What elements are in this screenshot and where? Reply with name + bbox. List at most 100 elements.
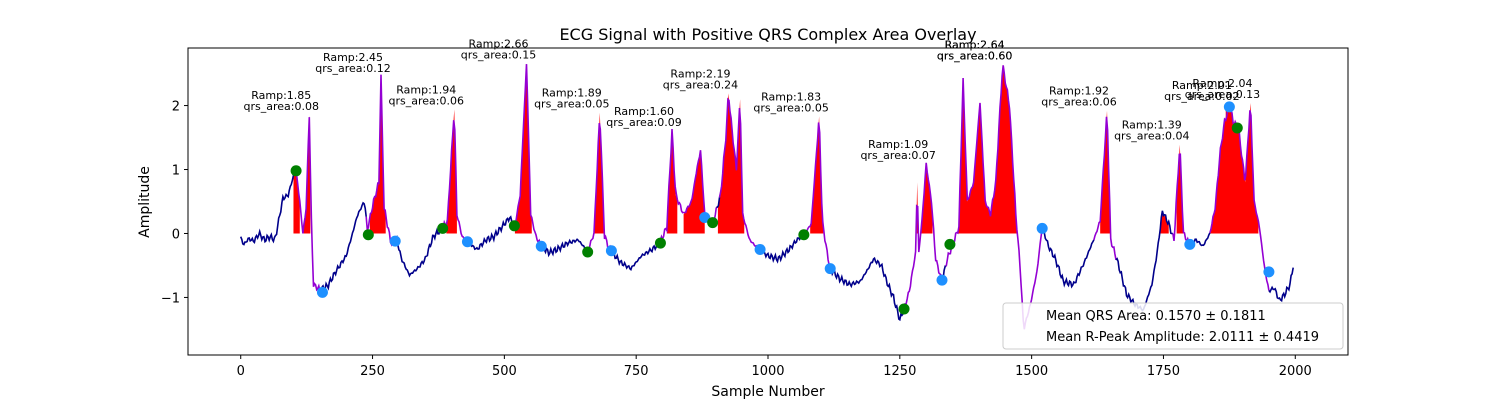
ecg-line [394, 226, 443, 278]
y-axis-ticks: −1 0 1 2 [161, 100, 188, 306]
ramp-label: Ramp:1.85 [251, 89, 311, 102]
qrs-segment-line [1209, 106, 1270, 291]
qrs-area-fill [717, 93, 745, 234]
q-point-marker [654, 237, 666, 249]
qrs-area-label: qrs_area:0.04 [1114, 130, 1189, 143]
qrs-area-label: qrs_area:0.13 [1185, 88, 1260, 101]
legend: Mean QRS Area: 0.1570 ± 0.1811 Mean R-Pe… [1002, 302, 1344, 350]
q-point-marker [582, 246, 594, 258]
x-tick-label: 750 [624, 364, 649, 379]
x-axis-ticks: 0 250 500 750 1000 1250 1500 1750 2000 [237, 355, 1312, 379]
ecg-line [540, 238, 587, 258]
s-point-marker [1263, 266, 1275, 278]
qrs-area-label: qrs_area:0.12 [315, 62, 390, 75]
s-point-marker [1184, 238, 1196, 250]
qrs-area-label: qrs_area:0.60 [937, 50, 1012, 63]
qrs-area-label: qrs_area:0.06 [389, 94, 464, 107]
qrs-area-fill [683, 150, 705, 234]
ecg-line [239, 171, 297, 246]
s-point-marker [1223, 101, 1235, 113]
y-tick-label: 2 [172, 100, 180, 115]
q-point-marker [944, 238, 956, 250]
qrs-area-fill [1100, 110, 1112, 234]
x-tick-label: 500 [492, 364, 517, 379]
q-point-marker [508, 220, 520, 232]
qrs-segment-line [512, 64, 543, 249]
ecg-line [716, 197, 721, 209]
ramp-label: Ramp:1.39 [1122, 119, 1182, 132]
y-tick-label: 0 [172, 227, 180, 242]
s-point-marker [1036, 222, 1048, 234]
s-point-marker [389, 235, 401, 247]
q-point-marker [707, 217, 719, 229]
ramp-label: Ramp:1.83 [761, 90, 821, 103]
ecg-line [1041, 227, 1095, 289]
q-point-marker [1231, 122, 1243, 134]
qrs-markers [290, 101, 1275, 315]
qrs-area-label: qrs_area:0.24 [663, 78, 738, 91]
qrs-area-label: qrs_area:0.05 [753, 101, 828, 114]
plot-area: Ramp:1.85qrs_area:0.08Ramp:2.45qrs_area:… [187, 37, 1349, 356]
qrs-area-label: qrs_area:0.15 [461, 48, 536, 61]
ecg-line [830, 256, 904, 322]
s-point-marker [699, 211, 711, 223]
q-point-marker [437, 222, 449, 234]
y-tick-label: −1 [161, 291, 180, 306]
qrs-area-fill [810, 116, 824, 234]
qrs-area-label: qrs_area:0.09 [606, 116, 681, 129]
ramp-label: Ramp:2.64 [945, 39, 1005, 52]
q-point-marker [290, 165, 302, 177]
x-tick-label: 2000 [1279, 364, 1312, 379]
y-axis-label: Amplitude [137, 166, 153, 238]
qrs-segment-line [718, 97, 760, 251]
ecg-line [611, 240, 661, 271]
ramp-label: Ramp:1.09 [868, 138, 928, 151]
qrs-area-fill [1209, 103, 1259, 234]
ecg-line [468, 215, 514, 251]
y-tick-label: 1 [172, 164, 180, 179]
qrs-area-fill [293, 170, 300, 234]
qrs-segment-line [1093, 116, 1117, 261]
x-tick-label: 250 [360, 364, 385, 379]
qrs-area-label: qrs_area:0.07 [860, 149, 935, 162]
ecg-line [1268, 267, 1294, 303]
qrs-area-label: qrs_area:0.06 [1041, 96, 1116, 109]
s-point-marker [754, 243, 766, 255]
peak-annotations: Ramp:1.85qrs_area:0.08Ramp:2.45qrs_area:… [244, 37, 1261, 161]
ramp-label: Ramp:1.94 [396, 83, 456, 96]
s-point-marker [605, 245, 617, 257]
ramp-label: Ramp:1.60 [614, 105, 674, 118]
ramp-label: Ramp:2.66 [468, 37, 528, 50]
s-point-marker [316, 286, 328, 298]
qrs-area-fill [666, 131, 678, 234]
ramp-label: Ramp:2.45 [323, 51, 383, 64]
ramp-label: Ramp:2.01 [1172, 79, 1232, 92]
legend-entry-qrs-area: Mean QRS Area: 0.1570 ± 0.1811 [1046, 309, 1266, 324]
s-point-marker [824, 263, 836, 275]
chart-title: ECG Signal with Positive QRS Complex Are… [559, 25, 976, 44]
legend-entry-r-peak: Mean R-Peak Amplitude: 2.0111 ± 0.4419 [1046, 330, 1319, 345]
x-tick-label: 1250 [883, 364, 916, 379]
q-point-marker [362, 229, 374, 241]
ecg-line [321, 201, 367, 293]
x-tick-label: 1500 [1015, 364, 1048, 379]
ramp-label: Ramp:1.92 [1049, 85, 1109, 98]
s-point-marker [461, 236, 473, 248]
x-tick-label: 1000 [751, 364, 784, 379]
legend-box [1002, 302, 1344, 350]
ramp-label: Ramp:1.89 [542, 87, 602, 100]
s-point-marker [535, 240, 547, 252]
qrs-area-label: qrs_area:0.05 [534, 98, 609, 111]
qrs-area-fill [1159, 211, 1169, 234]
qrs-area-label: qrs_area:0.02 [1164, 90, 1239, 103]
qrs-area-label: qrs_area:0.60 [937, 50, 1012, 63]
ramp-label: Ramp:2.04 [1192, 77, 1252, 90]
x-tick-label: 0 [237, 364, 245, 379]
s-point-marker [936, 274, 948, 286]
qrs-segment-line [902, 162, 943, 315]
x-tick-label: 1750 [1147, 364, 1180, 379]
q-point-marker [798, 229, 810, 241]
qrs-area-label: qrs_area:0.08 [244, 100, 319, 113]
ecg-line [757, 233, 804, 264]
